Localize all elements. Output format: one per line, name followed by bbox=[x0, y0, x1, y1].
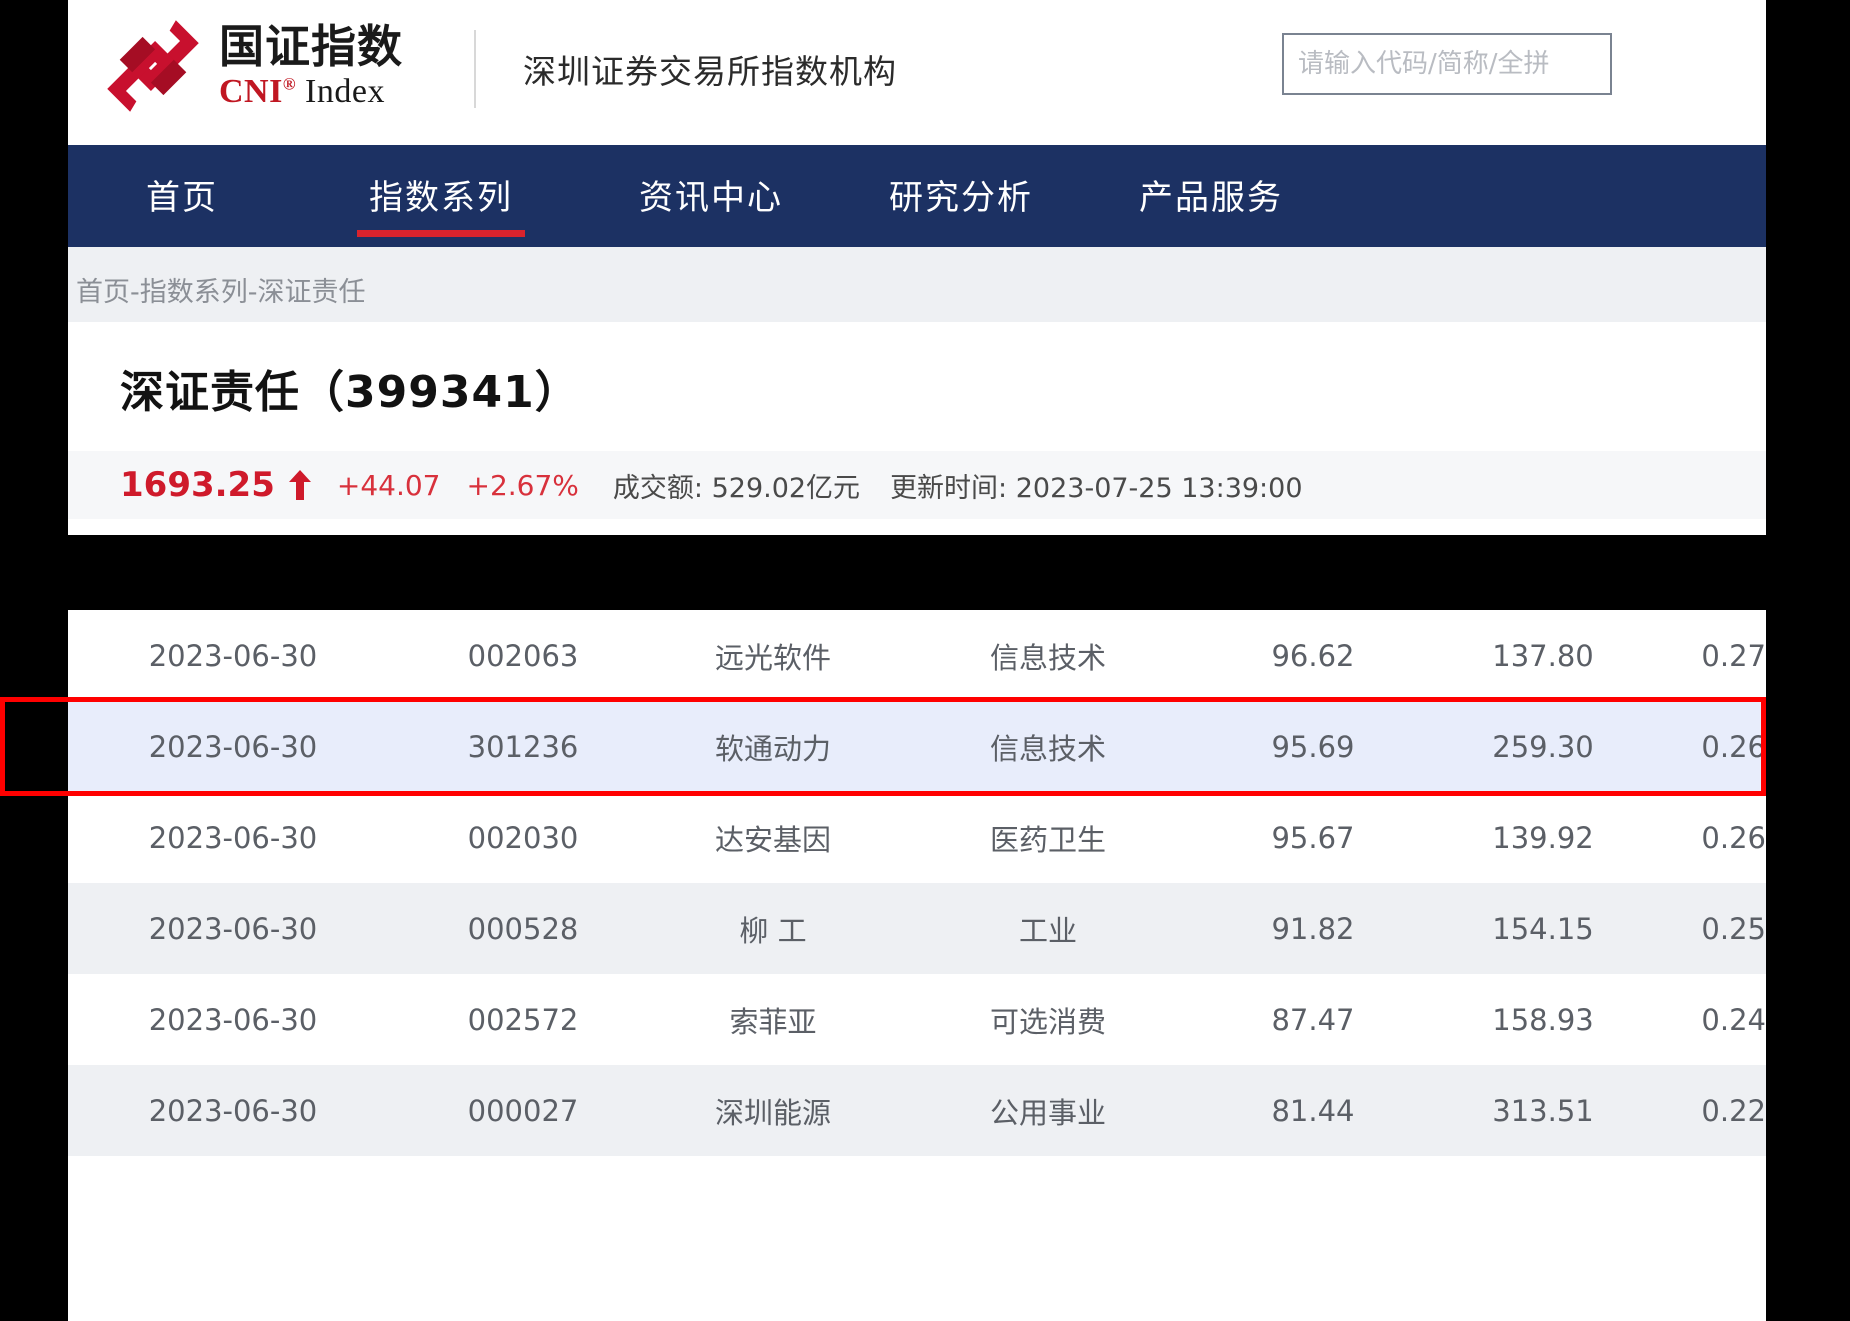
constituents-table-wrap: 2023-06-30 002063 远光软件 信息技术 96.62 137.80 0.27 2… bbox=[68, 610, 1766, 1156]
index-price: 1693.25 bbox=[120, 465, 275, 505]
site-header: 国证指数 CNI® Index 深圳证券交易所指数机构 bbox=[68, 0, 1766, 145]
section-gap bbox=[68, 535, 1766, 610]
screenshot-left-margin bbox=[0, 0, 68, 1321]
cell-value-1: 91.82 bbox=[1271, 911, 1355, 946]
nav-item-1[interactable]: 首页 bbox=[68, 145, 296, 247]
trend-up-arrow-icon bbox=[288, 470, 311, 500]
nav-item-label: 研究分析 bbox=[889, 177, 1033, 218]
index-summary-card: 深证责任（399341） 1693.25 +44.07 +2.67% 成交额: … bbox=[68, 322, 1766, 535]
cell-value-1: 87.47 bbox=[1271, 1002, 1355, 1037]
cell-date: 2023-06-30 bbox=[148, 729, 318, 764]
logo-english-name: CNI® Index bbox=[219, 72, 403, 110]
table-row[interactable]: 2023-06-30 002572 索菲亚 可选消费 87.47 158.93 0.24 bbox=[68, 974, 1766, 1065]
cni-logo-icon bbox=[101, 14, 205, 118]
nav-item-label: 指数系列 bbox=[369, 177, 513, 218]
main-navbar: 首页 指数系列 资讯中心 研究分析 产品服务 bbox=[68, 145, 1766, 247]
nav-item-label: 资讯中心 bbox=[639, 177, 783, 218]
cell-code: 301236 bbox=[467, 729, 579, 764]
cell-sector: 信息技术 bbox=[989, 640, 1106, 675]
cell-value-3: 0.25 bbox=[1701, 911, 1766, 946]
cell-value-2: 158.93 bbox=[1492, 1002, 1594, 1037]
breadcrumb[interactable]: 首页-指数系列-深证责任 bbox=[76, 277, 366, 308]
header-subtitle: 深圳证券交易所指数机构 bbox=[523, 52, 897, 91]
cell-value-3: 0.24 bbox=[1701, 1002, 1766, 1037]
cell-sector: 信息技术 bbox=[989, 731, 1106, 766]
cell-value-2: 313.51 bbox=[1492, 1093, 1594, 1128]
nav-active-underline bbox=[357, 230, 525, 237]
search-input[interactable] bbox=[1284, 35, 1610, 93]
cell-sector: 工业 bbox=[1018, 913, 1077, 948]
cell-value-2: 139.92 bbox=[1492, 820, 1594, 855]
nav-item-5[interactable]: 产品服务 bbox=[1086, 145, 1336, 247]
cell-code: 002030 bbox=[467, 820, 579, 855]
cell-code: 000027 bbox=[467, 1093, 579, 1128]
nav-item-4[interactable]: 研究分析 bbox=[836, 145, 1086, 247]
cell-name: 远光软件 bbox=[714, 640, 831, 675]
page-root: 国证指数 CNI® Index 深圳证券交易所指数机构 首页 指数系列 资讯中心 研究… bbox=[68, 0, 1766, 1321]
logo-chinese-name: 国证指数 bbox=[219, 19, 404, 73]
cell-name: 软通动力 bbox=[714, 731, 831, 766]
site-logo[interactable]: 国证指数 CNI® Index bbox=[101, 14, 403, 118]
breadcrumb-bar: 首页-指数系列-深证责任 bbox=[68, 247, 1766, 322]
cell-date: 2023-06-30 bbox=[148, 1002, 318, 1037]
cell-value-2: 259.30 bbox=[1492, 729, 1594, 764]
quote-row: 1693.25 +44.07 +2.67% 成交额: 529.02亿元 更新时间… bbox=[120, 451, 1333, 519]
index-change-pct: +2.67% bbox=[466, 468, 579, 502]
cell-value-2: 154.15 bbox=[1492, 911, 1594, 946]
logo-text: 国证指数 CNI® Index bbox=[219, 24, 403, 109]
table-row[interactable]: 2023-06-30 002030 达安基因 医药卫生 95.67 139.92 0.26 bbox=[68, 792, 1766, 883]
cell-name: 柳 工 bbox=[739, 913, 807, 948]
cell-sector: 医药卫生 bbox=[989, 822, 1106, 857]
cell-code: 000528 bbox=[467, 911, 579, 946]
cell-value-3: 0.22 bbox=[1701, 1093, 1766, 1128]
cell-date: 2023-06-30 bbox=[148, 1093, 318, 1128]
nav-item-list: 首页 指数系列 资讯中心 研究分析 产品服务 bbox=[68, 145, 1336, 247]
cell-value-1: 95.67 bbox=[1271, 820, 1355, 855]
nav-item-label: 首页 bbox=[146, 177, 218, 218]
cell-sector: 可选消费 bbox=[989, 1004, 1106, 1039]
cell-value-1: 96.62 bbox=[1271, 638, 1355, 673]
nav-item-2[interactable]: 指数系列 bbox=[296, 145, 586, 247]
logo-brand: CNI bbox=[219, 72, 283, 110]
index-update-time: 更新时间: 2023-07-25 13:39:00 bbox=[890, 472, 1303, 504]
cell-name: 深圳能源 bbox=[714, 1095, 831, 1130]
cell-value-1: 81.44 bbox=[1271, 1093, 1355, 1128]
cell-date: 2023-06-30 bbox=[148, 911, 318, 946]
cell-code: 002063 bbox=[467, 638, 579, 673]
table-row[interactable]: 2023-06-30 301236 软通动力 信息技术 95.69 259.30 0.26 bbox=[68, 701, 1766, 792]
table-row[interactable]: 2023-06-30 002063 远光软件 信息技术 96.62 137.80 0.27 bbox=[68, 610, 1766, 701]
index-change: +44.07 bbox=[336, 468, 441, 502]
constituents-table: 2023-06-30 002063 远光软件 信息技术 96.62 137.80 0.27 2… bbox=[68, 610, 1766, 1156]
logo-index-word: Index bbox=[305, 72, 385, 110]
cell-value-3: 0.26 bbox=[1701, 820, 1766, 855]
cell-value-1: 95.69 bbox=[1271, 729, 1355, 764]
quote-strip: 1693.25 +44.07 +2.67% 成交额: 529.02亿元 更新时间… bbox=[68, 451, 1766, 519]
cell-code: 002572 bbox=[467, 1002, 579, 1037]
table-row[interactable]: 2023-06-30 000528 柳 工 工业 91.82 154.15 0.25 bbox=[68, 883, 1766, 974]
cell-value-2: 137.80 bbox=[1492, 638, 1594, 673]
cell-date: 2023-06-30 bbox=[148, 638, 318, 673]
table-row[interactable]: 2023-06-30 000027 深圳能源 公用事业 81.44 313.51 0.22 bbox=[68, 1065, 1766, 1156]
cell-date: 2023-06-30 bbox=[148, 820, 318, 855]
cell-value-3: 0.26 bbox=[1701, 729, 1766, 764]
header-divider bbox=[474, 30, 476, 108]
cell-name: 达安基因 bbox=[714, 822, 831, 857]
index-turnover: 成交额: 529.02亿元 bbox=[612, 472, 861, 504]
nav-item-3[interactable]: 资讯中心 bbox=[586, 145, 836, 247]
cell-value-3: 0.27 bbox=[1701, 638, 1766, 673]
screenshot-right-margin bbox=[1766, 0, 1850, 1321]
logo-registered-mark: ® bbox=[282, 74, 297, 94]
table-body: 2023-06-30 002063 远光软件 信息技术 96.62 137.80 0.27 2… bbox=[68, 610, 1766, 1156]
cell-sector: 公用事业 bbox=[989, 1095, 1106, 1130]
cell-name: 索菲亚 bbox=[729, 1004, 817, 1039]
nav-item-label: 产品服务 bbox=[1139, 177, 1283, 218]
search-box[interactable] bbox=[1282, 33, 1612, 95]
page-title: 深证责任（399341） bbox=[120, 367, 580, 418]
